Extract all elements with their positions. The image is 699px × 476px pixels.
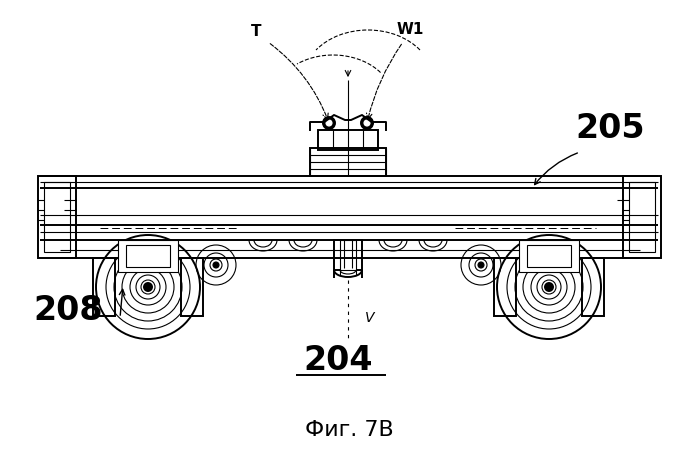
Text: 204: 204: [303, 344, 373, 377]
Bar: [623, 176, 661, 258]
Circle shape: [478, 262, 484, 268]
Bar: [340, 240, 356, 270]
Bar: [44, 182, 70, 252]
Bar: [527, 245, 571, 267]
Bar: [629, 182, 655, 252]
Bar: [334, 240, 362, 270]
Circle shape: [326, 120, 332, 126]
Bar: [181, 258, 203, 316]
Bar: [318, 130, 378, 150]
Text: W1: W1: [396, 22, 424, 38]
Circle shape: [534, 248, 544, 258]
Bar: [38, 176, 76, 258]
Circle shape: [554, 248, 564, 258]
Circle shape: [133, 248, 143, 258]
Circle shape: [545, 283, 553, 291]
Circle shape: [144, 283, 152, 291]
Text: Фиг. 7B: Фиг. 7B: [305, 420, 394, 440]
Bar: [118, 240, 178, 272]
Text: V: V: [366, 311, 375, 325]
Text: T: T: [251, 24, 261, 40]
Bar: [93, 258, 115, 316]
Circle shape: [213, 262, 219, 268]
Circle shape: [323, 117, 335, 129]
Bar: [310, 148, 386, 176]
Bar: [519, 240, 579, 272]
Bar: [582, 258, 604, 316]
Bar: [494, 258, 516, 316]
Text: 205: 205: [575, 111, 644, 145]
Bar: [126, 245, 170, 267]
Text: 208: 208: [33, 294, 103, 327]
Circle shape: [361, 117, 373, 129]
Circle shape: [364, 120, 370, 126]
Circle shape: [153, 248, 163, 258]
